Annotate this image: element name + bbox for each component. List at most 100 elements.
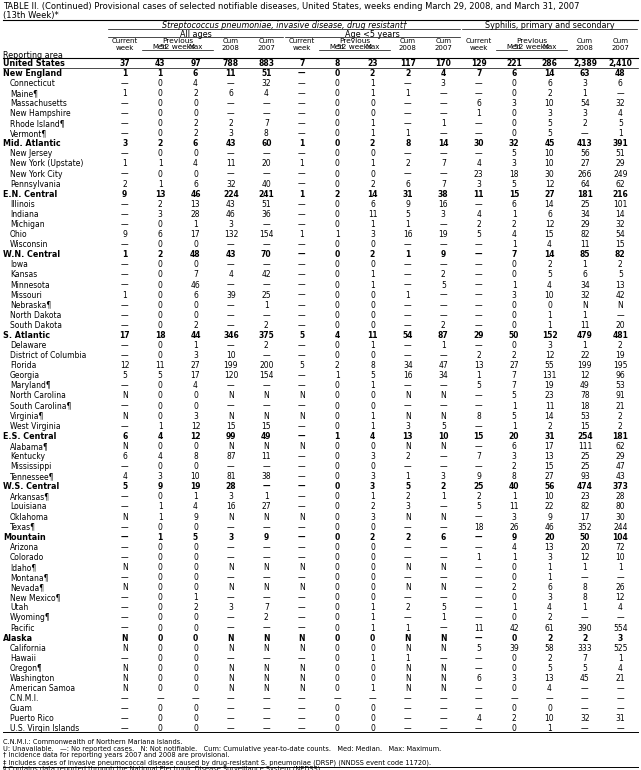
Text: 1: 1	[370, 129, 375, 138]
Text: —: —	[121, 422, 128, 430]
Text: 117: 117	[400, 59, 416, 68]
Text: N: N	[404, 634, 411, 643]
Text: 56: 56	[544, 482, 554, 491]
Text: —: —	[404, 240, 412, 249]
Text: 0: 0	[193, 109, 198, 118]
Text: 4: 4	[264, 89, 269, 98]
Text: —: —	[440, 402, 447, 410]
Text: 4: 4	[512, 543, 517, 552]
Text: —: —	[404, 311, 412, 320]
Text: (13th Week)*: (13th Week)*	[3, 11, 59, 20]
Text: 91: 91	[615, 391, 625, 400]
Text: 1: 1	[158, 533, 163, 542]
Text: West Virginia: West Virginia	[10, 422, 61, 430]
Text: —: —	[475, 654, 483, 663]
Text: —: —	[262, 654, 270, 663]
Text: 0: 0	[193, 442, 198, 451]
Text: 481: 481	[612, 331, 628, 340]
Text: 0: 0	[158, 301, 163, 310]
Text: 6: 6	[193, 139, 198, 149]
Text: 23: 23	[474, 169, 483, 179]
Text: 0: 0	[193, 169, 198, 179]
Text: 0: 0	[370, 99, 375, 108]
Text: N: N	[263, 634, 270, 643]
Text: 51: 51	[261, 69, 272, 78]
Text: 8: 8	[193, 452, 198, 461]
Text: 525: 525	[613, 644, 628, 653]
Text: N: N	[263, 412, 269, 420]
Text: 1: 1	[618, 129, 622, 138]
Text: —: —	[121, 462, 128, 471]
Text: 0: 0	[335, 543, 340, 552]
Text: 0: 0	[193, 301, 198, 310]
Text: 0: 0	[158, 553, 163, 562]
Text: —: —	[404, 614, 412, 622]
Text: —: —	[475, 705, 483, 713]
Text: Virginia¶: Virginia¶	[10, 412, 44, 420]
Text: 2: 2	[512, 715, 517, 723]
Text: 1: 1	[583, 563, 587, 572]
Text: W.N. Central: W.N. Central	[3, 250, 60, 259]
Text: 14: 14	[545, 199, 554, 209]
Text: 5: 5	[476, 381, 481, 390]
Text: 0: 0	[193, 664, 198, 673]
Text: —: —	[475, 573, 483, 582]
Text: 0: 0	[335, 391, 340, 400]
Text: N: N	[228, 583, 234, 592]
Text: 48: 48	[615, 69, 626, 78]
Text: 2: 2	[547, 89, 552, 98]
Text: —: —	[156, 695, 164, 703]
Text: 5: 5	[299, 361, 304, 370]
Text: —: —	[440, 573, 447, 582]
Text: Previous: Previous	[339, 38, 370, 44]
Text: 39: 39	[226, 290, 236, 300]
Text: 0: 0	[335, 482, 340, 491]
Text: N: N	[299, 634, 305, 643]
Text: —: —	[298, 250, 306, 259]
Text: 38: 38	[262, 472, 271, 481]
Text: 0: 0	[335, 240, 340, 249]
Text: Guam: Guam	[10, 705, 33, 713]
Text: 3: 3	[512, 674, 517, 683]
Text: 2: 2	[547, 634, 552, 643]
Text: 4: 4	[193, 503, 198, 511]
Text: 0: 0	[370, 260, 375, 269]
Text: 11: 11	[545, 402, 554, 410]
Text: 1: 1	[370, 280, 375, 290]
Text: N: N	[228, 442, 234, 451]
Text: —: —	[121, 351, 128, 360]
Text: —: —	[475, 695, 483, 703]
Text: —: —	[404, 381, 412, 390]
Text: Connecticut: Connecticut	[10, 79, 56, 88]
Text: 27: 27	[262, 503, 271, 511]
Text: 10: 10	[615, 553, 625, 562]
Text: 8: 8	[264, 129, 269, 138]
Text: 4: 4	[440, 69, 446, 78]
Text: 1: 1	[547, 725, 552, 734]
Text: —: —	[581, 573, 588, 582]
Text: 4: 4	[547, 604, 552, 612]
Text: —: —	[262, 311, 270, 320]
Text: 2: 2	[618, 260, 622, 269]
Text: 0: 0	[158, 583, 163, 592]
Text: 34: 34	[580, 280, 590, 290]
Text: 195: 195	[613, 361, 628, 370]
Text: 4: 4	[228, 270, 233, 280]
Text: —: —	[404, 402, 412, 410]
Text: 2: 2	[264, 321, 269, 330]
Text: —: —	[581, 684, 588, 693]
Text: 0: 0	[512, 311, 517, 320]
Text: 2: 2	[158, 139, 163, 149]
Text: 0: 0	[335, 321, 340, 330]
Text: Cum
2007: Cum 2007	[258, 38, 275, 51]
Text: 0: 0	[193, 523, 198, 531]
Text: —: —	[121, 594, 128, 602]
Text: 11: 11	[474, 624, 483, 633]
Text: 1: 1	[370, 341, 375, 350]
Text: —: —	[121, 402, 128, 410]
Text: —: —	[475, 594, 483, 602]
Text: —: —	[333, 695, 341, 703]
Text: —: —	[475, 462, 483, 471]
Text: 0: 0	[370, 573, 375, 582]
Text: 2,410: 2,410	[608, 59, 632, 68]
